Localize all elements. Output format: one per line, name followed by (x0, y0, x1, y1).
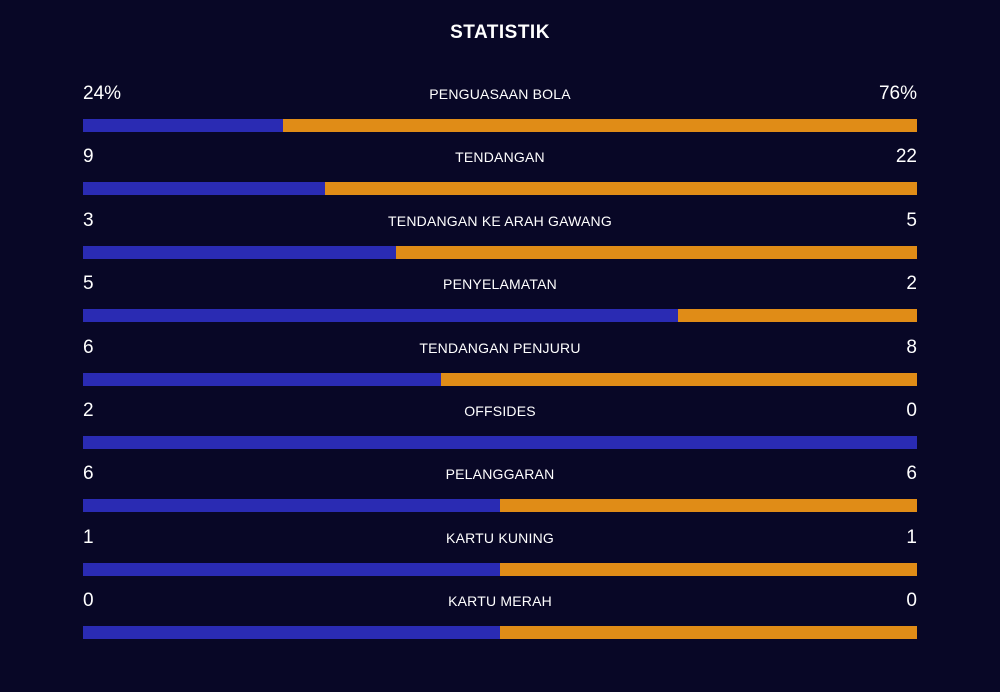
comparison-bar (83, 372, 917, 386)
stat-label: PENYELAMATAN (443, 276, 557, 293)
home-value: 24% (83, 83, 122, 104)
stat-row: 1 KARTU KUNING 1 (83, 524, 917, 587)
away-value: 76% (878, 83, 917, 104)
home-value: 3 (83, 209, 94, 231)
home-bar-fill (83, 626, 500, 640)
stat-label: OFFSIDES (464, 402, 536, 419)
home-bar-fill (83, 499, 500, 513)
comparison-bar (83, 562, 917, 576)
stat-row: 6 PELANGGARAN 6 (83, 460, 917, 523)
home-value: 9 (83, 146, 94, 168)
comparison-bar (83, 182, 917, 196)
comparison-bar (83, 435, 917, 449)
home-bar-fill (83, 372, 441, 386)
away-value: 1 (906, 526, 917, 548)
comparison-bar (83, 499, 917, 513)
away-value: 0 (906, 399, 917, 421)
stat-label: KARTU KUNING (446, 529, 554, 546)
stat-label: TENDANGAN (455, 149, 545, 166)
stat-row: 0 KARTU MERAH 0 (83, 587, 917, 650)
stat-row: 3 TENDANGAN KE ARAH GAWANG 5 (83, 207, 917, 270)
home-bar-fill (83, 435, 917, 449)
stat-row: 2 OFFSIDES 0 (83, 397, 917, 460)
stat-label: KARTU MERAH (448, 593, 552, 610)
stat-row: 6 TENDANGAN PENJURU 8 (83, 334, 917, 397)
statistics-title: STATISTIK (450, 22, 550, 43)
stat-label: PELANGGARAN (445, 466, 555, 483)
comparison-bar (83, 309, 917, 323)
home-bar-fill (83, 182, 325, 196)
home-value: 6 (83, 336, 94, 358)
home-bar-fill (83, 562, 500, 576)
away-value: 2 (906, 273, 917, 295)
away-value: 22 (895, 146, 917, 168)
stat-row: 5 PENYELAMATAN 2 (83, 270, 917, 333)
stat-row: 9 TENDANGAN 22 (83, 143, 917, 206)
away-value: 0 (906, 590, 917, 612)
home-bar-fill (83, 245, 396, 259)
home-bar-fill (83, 309, 679, 323)
comparison-bar (83, 119, 917, 132)
home-value: 1 (83, 526, 94, 548)
home-value: 6 (83, 463, 94, 485)
away-value: 8 (906, 336, 917, 358)
stat-label: TENDANGAN PENJURU (419, 339, 581, 356)
comparison-bar (83, 626, 917, 640)
away-value: 5 (906, 209, 917, 231)
home-value: 5 (83, 273, 94, 295)
stat-row: 24% PENGUASAAN BOLA 76% (83, 80, 917, 143)
stat-label: TENDANGAN KE ARAH GAWANG (388, 212, 612, 229)
home-value: 2 (83, 399, 94, 421)
stat-label: PENGUASAAN BOLA (429, 86, 571, 102)
statistics-list: 24% PENGUASAAN BOLA 76% 9 TENDANGAN 22 3 TENDAN… (83, 80, 917, 651)
home-value: 0 (83, 590, 94, 612)
comparison-bar (83, 245, 917, 259)
away-value: 6 (906, 463, 917, 485)
home-bar-fill (83, 119, 284, 132)
